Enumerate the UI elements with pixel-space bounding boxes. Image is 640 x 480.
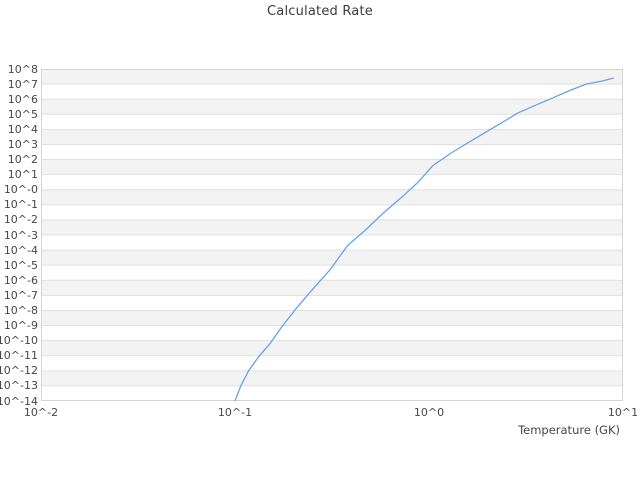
grid-band xyxy=(41,250,623,266)
y-tick-label: 10^-4 xyxy=(3,243,38,257)
chart-title: Calculated Rate xyxy=(267,4,373,19)
y-tick-label: 10^6 xyxy=(7,92,38,106)
x-tick-label: 10^-2 xyxy=(23,406,59,419)
grid-band xyxy=(41,280,623,296)
plot-area xyxy=(41,68,623,402)
grid-band xyxy=(41,129,623,145)
grid-band xyxy=(41,99,623,115)
y-tick-label: 10^-5 xyxy=(3,258,38,272)
y-tick-label: 10^1 xyxy=(7,168,38,182)
grid-band xyxy=(41,310,623,326)
y-tick-label: 10^4 xyxy=(7,122,38,136)
y-tick-label: 10^-14 xyxy=(0,394,38,408)
y-tick-label: 10^3 xyxy=(7,137,38,151)
y-tick-label: 10^-2 xyxy=(3,213,38,227)
x-tick-label: 10^0 xyxy=(413,406,445,419)
rate-curve xyxy=(234,77,614,402)
x-axis-title: Temperature (GK) xyxy=(518,423,620,437)
y-tick-label: 10^-11 xyxy=(0,349,38,363)
plot-canvas xyxy=(41,68,623,402)
y-tick-label: 10^-13 xyxy=(0,379,38,393)
plot-border xyxy=(41,69,623,401)
grid-band xyxy=(41,189,623,205)
y-tick-label: 10^-9 xyxy=(3,319,38,333)
y-tick-label: 10^-10 xyxy=(0,334,38,348)
y-tick-label: 10^-12 xyxy=(0,364,38,378)
grid-band xyxy=(41,370,623,386)
grid-band xyxy=(41,159,623,175)
grid-band xyxy=(41,340,623,356)
y-tick-label: 10^7 xyxy=(7,77,38,91)
grid-band xyxy=(41,69,623,85)
y-tick-label: 10^-1 xyxy=(3,198,38,212)
y-tick-label: 10^-6 xyxy=(3,273,38,287)
y-tick-label: 10^-8 xyxy=(3,303,38,317)
x-tick-label: 10^-1 xyxy=(217,406,253,419)
y-tick-label: 10^2 xyxy=(7,153,38,167)
y-tick-label: 10^5 xyxy=(7,107,38,121)
y-tick-label: 10^-3 xyxy=(3,228,38,242)
grid-band xyxy=(41,219,623,235)
y-tick-label: 10^-0 xyxy=(3,183,38,197)
x-tick-label: 10^1 xyxy=(607,406,639,419)
y-tick-label: 10^8 xyxy=(7,62,38,76)
y-tick-label: 10^-7 xyxy=(3,288,38,302)
